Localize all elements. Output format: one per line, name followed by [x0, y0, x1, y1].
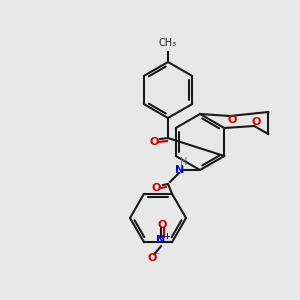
Text: O: O [149, 137, 159, 147]
Text: O: O [147, 253, 157, 263]
Text: N: N [156, 235, 166, 245]
Text: O: O [151, 183, 161, 193]
Text: N: N [176, 165, 184, 175]
Text: CH₃: CH₃ [159, 38, 177, 48]
Text: +: + [164, 232, 170, 241]
Text: O: O [157, 220, 167, 230]
Text: O: O [252, 117, 261, 127]
Text: H: H [180, 157, 188, 167]
Text: O: O [227, 115, 237, 125]
Text: ⁻: ⁻ [154, 251, 160, 261]
